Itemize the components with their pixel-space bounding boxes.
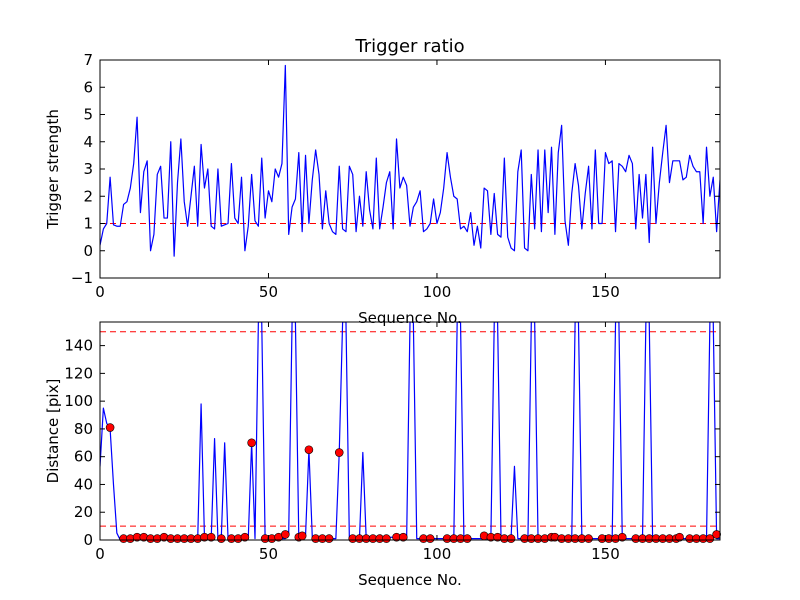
plot-content	[100, 322, 720, 540]
marker-point-38	[398, 532, 408, 542]
y-axis-label: Distance [pix]	[44, 379, 62, 484]
x-tick-label: 50	[259, 545, 278, 563]
marker-point-77	[712, 530, 721, 539]
y-tick-label: 5	[83, 106, 93, 124]
marker-point-40	[425, 534, 435, 543]
y-tick-label: 40	[74, 475, 93, 493]
y-tick-label: 4	[83, 133, 93, 151]
marker-point-26	[304, 445, 314, 455]
y-tick-label: 0	[83, 242, 93, 260]
axes-frame	[99, 59, 721, 279]
marker-point-15	[217, 534, 226, 543]
x-tick-label: 150	[591, 545, 620, 563]
marker-point-18	[240, 532, 250, 542]
y-tick-label: 120	[64, 364, 93, 382]
y-tick-label: 60	[74, 448, 93, 466]
distance-plot: 0 50 100 150 0 20 40 60 80 100 120 140 Sequence No. D…	[44, 321, 721, 589]
y-tick-label: 2	[83, 187, 93, 205]
marker-point-19	[247, 438, 256, 448]
y-tick-label: 100	[64, 392, 93, 410]
x-tick-label: 50	[259, 283, 278, 301]
series-line	[100, 64, 720, 257]
chart-title: Trigger ratio	[354, 36, 464, 57]
plot-content	[100, 64, 720, 257]
marker-point-25	[297, 531, 307, 541]
x-tick-label: 150	[591, 283, 620, 301]
y-tick-label: 3	[83, 160, 93, 178]
y-tick-label: 20	[74, 503, 93, 521]
y-tick-label: 1	[83, 215, 93, 233]
marker-point-14	[206, 532, 216, 542]
marker-point-49	[506, 534, 516, 543]
marker-point-72	[675, 532, 684, 542]
marker-point-64	[617, 532, 627, 542]
series-line	[100, 322, 720, 540]
marker-point-44	[462, 534, 472, 543]
y-tick-label: 0	[83, 531, 93, 549]
x-tick-label: 100	[423, 283, 452, 301]
y-tick-label: 140	[64, 337, 93, 355]
marker-point-0	[105, 423, 115, 432]
y-tick-label: −1	[71, 269, 93, 287]
x-tick-label: 0	[95, 545, 105, 563]
marker-point-36	[382, 534, 391, 543]
y-tick-label: 7	[83, 51, 93, 69]
y-axis-label: Trigger strength	[44, 109, 62, 230]
y-tick-label: 80	[74, 420, 93, 438]
x-tick-label: 100	[423, 545, 452, 563]
axes-frame	[99, 321, 721, 541]
marker-point-76	[705, 534, 715, 543]
marker-point-30	[334, 448, 344, 457]
y-tick-label: 6	[83, 78, 93, 96]
x-tick-label: 0	[95, 283, 105, 301]
marker-point-60	[584, 534, 593, 543]
marker-point-29	[324, 534, 334, 543]
marker-point-23	[281, 530, 290, 539]
x-axis-label: Sequence No.	[358, 571, 462, 589]
